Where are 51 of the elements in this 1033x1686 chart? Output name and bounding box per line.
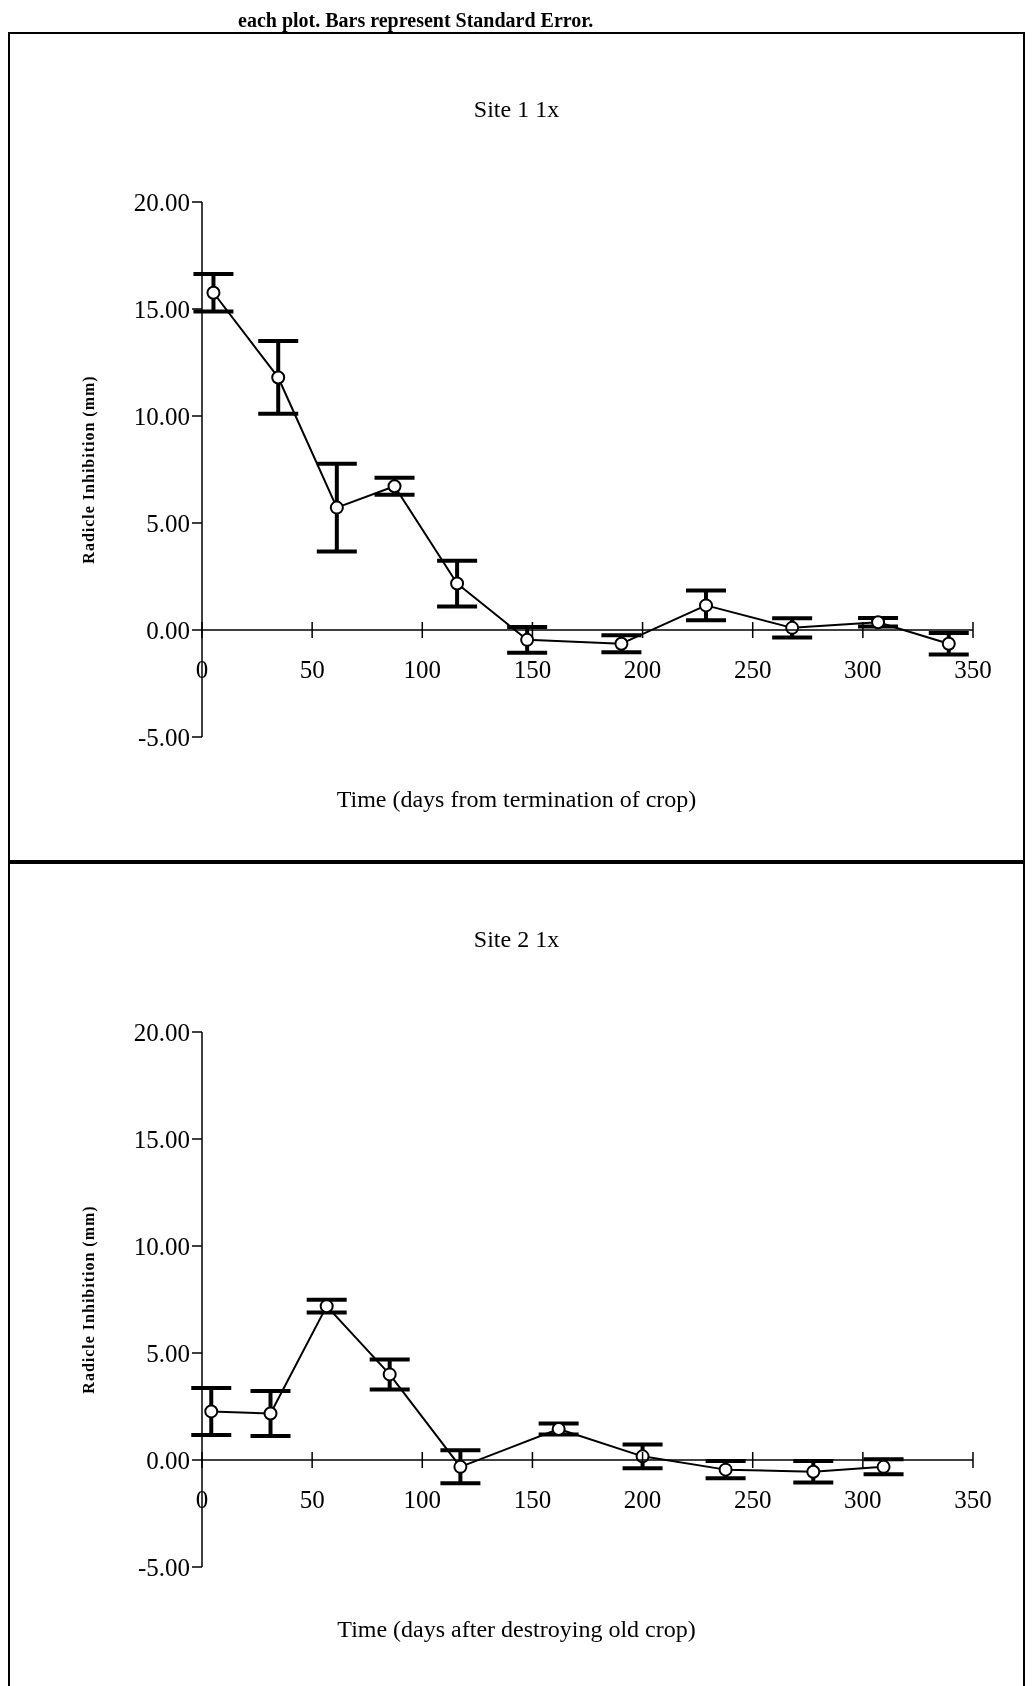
point xyxy=(206,285,221,300)
point xyxy=(876,1459,891,1474)
y-tick-label: 0.00 xyxy=(146,1446,190,1474)
point xyxy=(204,1404,219,1419)
point xyxy=(450,576,465,591)
x-axis-title: Time (days from termination of crop) xyxy=(335,786,698,813)
point xyxy=(614,636,629,651)
x-tick-label: 250 xyxy=(733,656,772,683)
point xyxy=(871,615,886,630)
point xyxy=(453,1459,468,1474)
y-tick-label: 20.00 xyxy=(133,1018,190,1046)
x-tick-label: 250 xyxy=(733,1486,772,1513)
point xyxy=(520,632,535,647)
x-tick-label: 350 xyxy=(954,1486,992,1513)
x-tick-label: 50 xyxy=(299,656,325,683)
x-tick-label: 350 xyxy=(954,656,992,683)
y-tick-label: 10.00 xyxy=(133,402,190,430)
chart-title: Site 2 1x xyxy=(472,926,561,953)
point xyxy=(941,636,956,651)
point xyxy=(387,479,402,494)
point xyxy=(699,598,714,613)
y-tick-label: 10.00 xyxy=(133,1232,190,1260)
point xyxy=(806,1464,821,1479)
y-axis-title: Radicle Inhibition (mm) xyxy=(79,375,98,564)
x-axis-title: Time (days after destroying old crop) xyxy=(336,1616,697,1643)
point xyxy=(271,370,286,385)
point xyxy=(718,1462,733,1477)
point xyxy=(319,1299,334,1314)
y-tick-label: -5.00 xyxy=(137,723,190,751)
point xyxy=(329,500,344,515)
y-tick-label: 15.00 xyxy=(133,295,190,323)
y-tick-label: -5.00 xyxy=(137,1553,190,1581)
y-tick-label: 20.00 xyxy=(133,188,190,216)
x-tick-label: 200 xyxy=(623,656,662,683)
x-tick-label: 50 xyxy=(299,1486,325,1513)
text: each plot. Bars represent Standard Error. xyxy=(237,8,595,32)
x-tick-label: 100 xyxy=(403,656,442,683)
y-tick-label: 15.00 xyxy=(133,1125,190,1153)
y-axis-title: Radicle Inhibition (mm) xyxy=(79,1205,98,1394)
x-tick-label: 150 xyxy=(513,1486,552,1513)
x-tick-label: 100 xyxy=(403,1486,442,1513)
x-tick-label: 150 xyxy=(513,656,552,683)
point xyxy=(263,1406,278,1421)
x-tick-label: 300 xyxy=(844,656,882,683)
y-tick-label: 5.00 xyxy=(146,1339,190,1367)
y-tick-label: 5.00 xyxy=(146,509,190,537)
x-tick-label: 300 xyxy=(844,1486,882,1513)
y-tick-label: 0.00 xyxy=(146,616,190,644)
chart-title: Site 1 1x xyxy=(472,96,561,123)
x-tick-label: 200 xyxy=(623,1486,662,1513)
point xyxy=(382,1367,397,1382)
